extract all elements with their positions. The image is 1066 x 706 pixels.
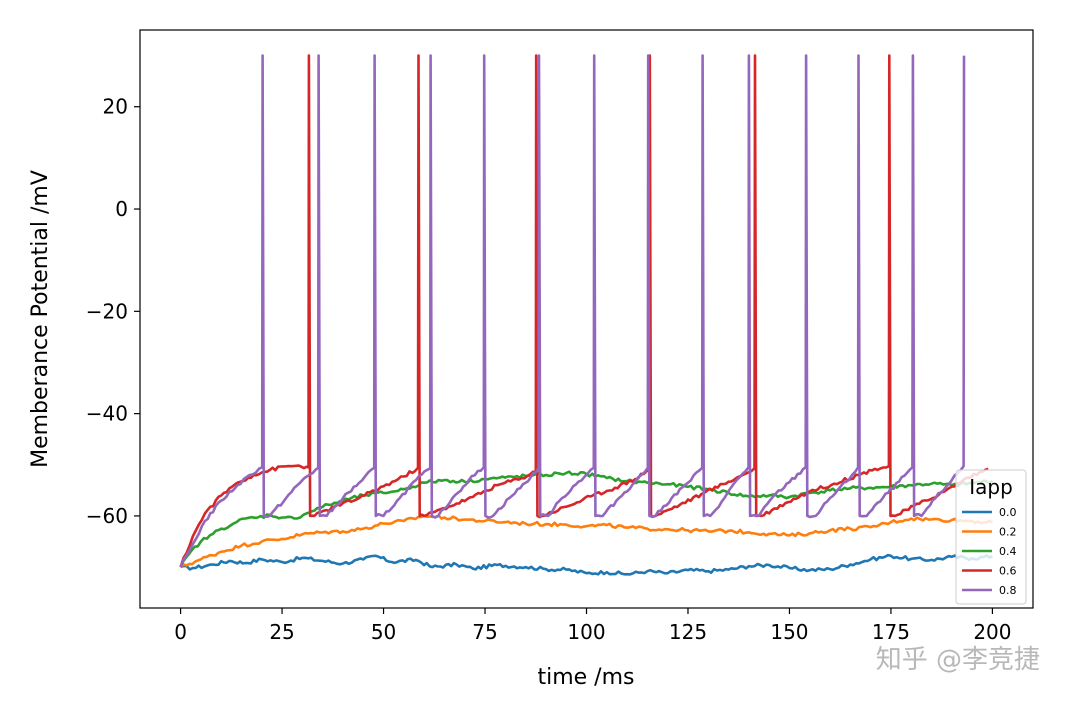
x-tick-label: 0: [174, 620, 187, 644]
x-tick-label: 100: [567, 620, 605, 644]
x-tick-label: 200: [973, 620, 1011, 644]
x-tick-label: 25: [269, 620, 294, 644]
x-axis-ticks: 0 25 50 75 100 125 150 175 200: [174, 608, 1012, 644]
series-line-0-0: [180, 553, 993, 576]
legend: Iapp 0.0 0.2 0.4 0.6 0.8: [955, 469, 1027, 605]
x-tick-label: 175: [872, 620, 910, 644]
x-axis-label: time /ms: [537, 665, 634, 690]
y-tick-label: −40: [86, 402, 128, 426]
y-tick-label: −60: [86, 504, 128, 528]
watermark: 知乎 @李竞捷: [875, 645, 1040, 675]
legend-label: 0.2: [999, 526, 1017, 539]
legend-label: 0.4: [999, 545, 1017, 558]
legend-label: 0.8: [999, 584, 1017, 597]
legend-label: 0.0: [999, 506, 1017, 519]
y-tick-label: 20: [103, 95, 128, 119]
series-line-0-8: [179, 54, 966, 568]
x-tick-label: 150: [770, 620, 808, 644]
y-axis-label: Memberance Potential /mV: [28, 170, 53, 468]
legend-entries: 0.0 0.2 0.4 0.6 0.8: [962, 506, 1017, 597]
series-layer: [179, 54, 994, 576]
series-line-0-6: [179, 54, 989, 568]
y-axis-ticks: −60 −40 −20 0 20: [86, 95, 140, 528]
legend-title: Iapp: [969, 475, 1013, 499]
y-tick-label: −20: [86, 299, 128, 323]
series-line-0-2: [179, 514, 994, 569]
legend-label: 0.6: [999, 565, 1017, 578]
x-tick-label: 75: [472, 620, 497, 644]
y-tick-label: 0: [115, 197, 128, 221]
x-tick-label: 125: [669, 620, 707, 644]
x-tick-label: 50: [371, 620, 396, 644]
